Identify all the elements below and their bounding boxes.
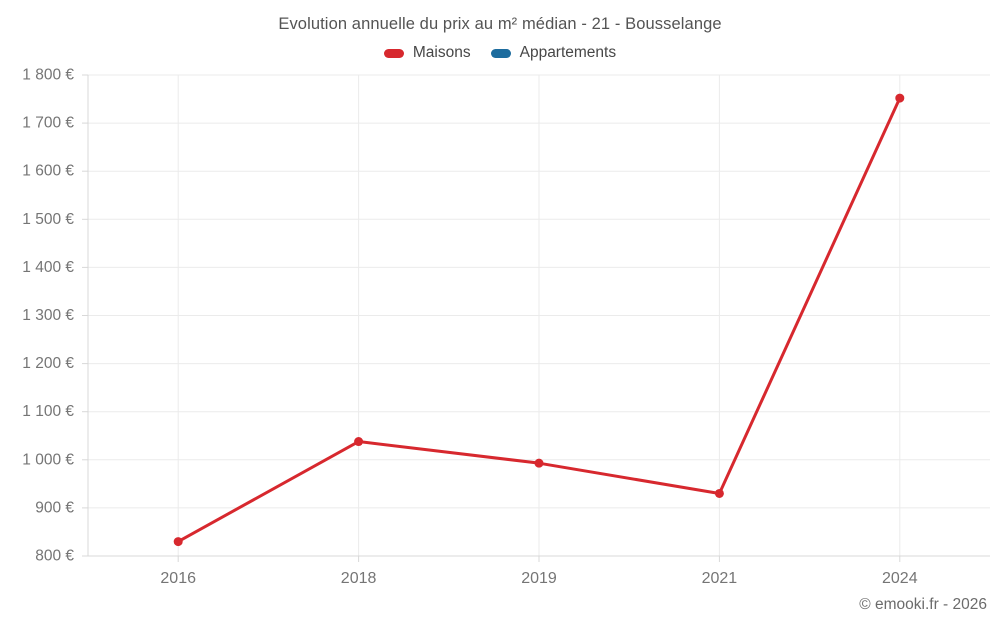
legend-item-maisons[interactable]: Maisons: [383, 44, 471, 62]
y-tick-label: 900 €: [35, 499, 74, 516]
y-tick-label: 1 700 €: [22, 115, 74, 132]
x-tick-label: 2024: [882, 570, 918, 587]
chart-legend: Maisons Appartements: [0, 44, 1000, 62]
data-point-maisons-2018[interactable]: [354, 437, 364, 447]
chart-title: Evolution annuelle du prix au m² médian …: [278, 15, 722, 33]
legend-label-appartements: Appartements: [519, 44, 617, 61]
x-tick-label: 2021: [702, 570, 738, 587]
data-point-maisons-2024[interactable]: [895, 93, 905, 103]
data-point-maisons-2021[interactable]: [714, 488, 724, 498]
x-tick-label: 2019: [521, 570, 557, 587]
copyright-text: © emooki.fr - 2026: [859, 596, 987, 613]
x-tick-label: 2018: [341, 570, 377, 587]
x-tick-label: 2016: [160, 570, 196, 587]
legend-item-appartements[interactable]: Appartements: [490, 44, 617, 62]
legend-label-maisons: Maisons: [412, 44, 471, 61]
legend-swatch-maisons: [383, 48, 404, 58]
data-point-maisons-2016[interactable]: [173, 537, 183, 547]
y-tick-label: 1 200 €: [22, 355, 74, 372]
y-tick-label: 1 600 €: [22, 163, 74, 180]
y-tick-label: 1 300 €: [22, 307, 74, 324]
y-tick-label: 1 500 €: [22, 211, 74, 228]
y-tick-label: 1 800 €: [22, 67, 74, 84]
y-tick-label: 1 100 €: [22, 403, 74, 420]
data-point-maisons-2019[interactable]: [534, 458, 544, 468]
y-tick-label: 1 400 €: [22, 259, 74, 276]
y-tick-label: 1 000 €: [22, 451, 74, 468]
legend-swatch-appartements: [490, 48, 511, 58]
y-tick-label: 800 €: [35, 548, 74, 565]
